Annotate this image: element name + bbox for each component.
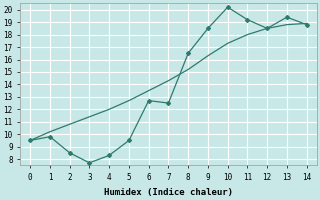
X-axis label: Humidex (Indice chaleur): Humidex (Indice chaleur) [104, 188, 233, 197]
